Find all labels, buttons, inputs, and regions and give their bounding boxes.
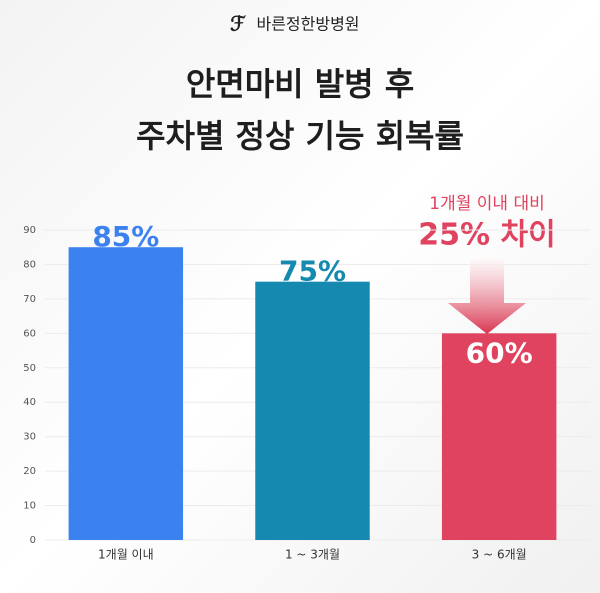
y-tick-label: 60	[23, 328, 36, 339]
bar	[441, 333, 557, 540]
value-label: 60%	[466, 336, 533, 369]
y-tick-label: 10	[23, 501, 36, 512]
chart-title: 주차별 정상 기능 회복률	[136, 117, 464, 155]
bar	[255, 281, 370, 540]
x-tick-label: 1개월 이내	[98, 548, 154, 562]
brand: 바른정한방병원	[256, 15, 359, 34]
x-tick-label: 1 ~ 3개월	[285, 548, 340, 562]
y-tick-label: 50	[23, 363, 36, 374]
arrow	[448, 256, 526, 334]
y-tick-label: 70	[23, 294, 36, 305]
value-label: 85%	[92, 220, 159, 253]
y-tick-label: 40	[23, 397, 36, 408]
y-tick-label: 30	[23, 432, 36, 443]
y-tick-label: 0	[30, 535, 36, 546]
chart-title: 안면마비 발병 후	[186, 65, 414, 103]
logo: ℱ	[230, 12, 246, 36]
y-tick-label: 20	[23, 466, 36, 477]
annotation: 25% 차이	[418, 218, 555, 253]
y-tick-label: 90	[23, 225, 36, 236]
bar	[68, 247, 184, 540]
value-label: 75%	[279, 255, 346, 288]
annotation: 1개월 이내 대비	[429, 194, 544, 214]
svg-text:ℱ: ℱ	[230, 12, 246, 36]
x-tick-label: 3 ~ 6개월	[472, 548, 527, 562]
y-tick-label: 80	[23, 259, 36, 270]
